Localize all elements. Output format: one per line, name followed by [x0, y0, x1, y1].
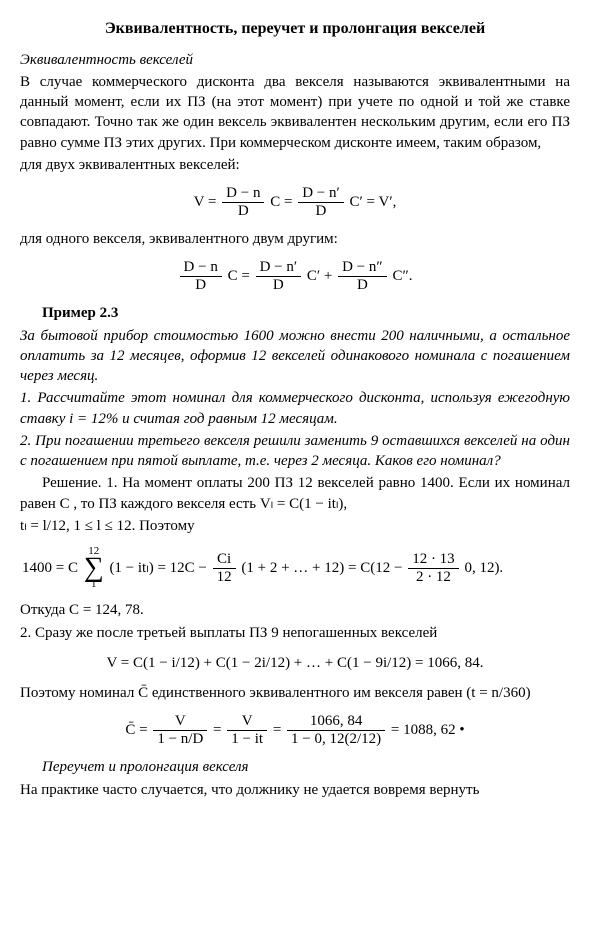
solution-inline-formula: Vₗ = C(1 − itₗ), — [260, 496, 347, 512]
f5-lhs: C̄ = — [125, 722, 147, 738]
solution-t-line: tₗ = l/12, 1 ≤ l ≤ 12. Поэтому — [20, 516, 570, 536]
f4-content: V = C(1 − i/12) + C(1 − 2i/12) + … + C(1… — [107, 655, 484, 671]
f5-rhs: = 1088, 62 • — [391, 722, 465, 738]
f2-frac1-num: D − n — [180, 259, 222, 277]
f1-frac2-den: D — [298, 203, 344, 220]
f3-tail2: 0, 12). — [464, 560, 503, 576]
f2-mid1: C = — [228, 268, 250, 284]
f5-frac3-den: 1 − 0, 12(2/12) — [287, 731, 385, 748]
f1-frac2-num: D − n′ — [298, 185, 344, 203]
f1-rhs: C′ = V′, — [350, 194, 397, 210]
f1-mid1: C = — [270, 194, 292, 210]
page-title: Эквивалентность, переучет и пролонгация … — [20, 18, 570, 40]
f3-frac1-den: 12 — [213, 569, 236, 586]
f2-frac2-den: D — [256, 277, 302, 294]
formula-equivalence-sum: D − nD C = D − n′D C′ + D − n″D C″. — [20, 259, 570, 293]
f3-frac1-num: Ci — [213, 551, 236, 569]
f5-frac1-den: 1 − n/D — [153, 731, 207, 748]
example-paragraph-1: За бытовой прибор стоимостью 1600 можно … — [20, 326, 570, 387]
formula-v-sum: V = C(1 − i/12) + C(1 − 2i/12) + … + C(1… — [20, 653, 570, 673]
f5-frac2-num: V — [227, 713, 267, 731]
f1-lhs: V = — [194, 194, 217, 210]
f5-eq1: = — [213, 722, 221, 738]
section-subhead-1: Эквивалентность векселей — [20, 50, 570, 70]
f2-frac3-den: D — [338, 277, 387, 294]
paragraph-result-c: Откуда C = 124, 78. — [20, 600, 570, 620]
example-label: Пример 2.3 — [20, 303, 570, 323]
f3-frac2-num: 12 · 13 — [408, 551, 459, 569]
f1-frac1-num: D − n — [222, 185, 264, 203]
f2-frac1-den: D — [180, 277, 222, 294]
example-paragraph-3: 2. При погашении третьего векселя решили… — [20, 431, 570, 472]
f5-eq2: = — [273, 722, 281, 738]
f2-frac2-num: D − n′ — [256, 259, 302, 277]
solution-paragraph: Решение. 1. На момент оплаты 200 ПЗ 12 в… — [20, 473, 570, 514]
f5-frac1-num: V — [153, 713, 207, 731]
f3-lhs: 1400 = C — [22, 560, 78, 576]
f5-frac2-den: 1 − it — [227, 731, 267, 748]
f5-frac3-num: 1066, 84 — [287, 713, 385, 731]
paragraph-intro: В случае коммерческого дисконта два векс… — [20, 72, 570, 153]
formula-cbar: C̄ = V1 − n/D = V1 − it = 1066, 841 − 0,… — [20, 713, 570, 747]
section-subhead-2: Переучет и пролонгация векселя — [20, 757, 570, 777]
f3-frac2-den: 2 · 12 — [408, 569, 459, 586]
paragraph-two-bills: для двух эквивалентных векселей: — [20, 155, 570, 175]
example-paragraph-2: 1. Рассчитайте этот номинал для коммерче… — [20, 388, 570, 429]
formula-equivalence-two: V = D − nD C = D − n′D C′ = V′, — [20, 185, 570, 219]
f1-frac1-den: D — [222, 203, 264, 220]
paragraph-one-to-two: для одного векселя, эквивалентного двум … — [20, 229, 570, 249]
f2-frac3-num: D − n″ — [338, 259, 387, 277]
f3-tail1: (1 + 2 + … + 12) = C(12 − — [241, 560, 402, 576]
paragraph-after-third: 2. Сразу же после третьей выплаты ПЗ 9 н… — [20, 623, 570, 643]
paragraph-practice: На практике часто случается, что должник… — [20, 780, 570, 800]
sigma-icon: ∑ — [84, 557, 104, 579]
f3-sum-body: (1 − itₗ) = 12C − — [109, 560, 206, 576]
formula-sum-1400: 1400 = C 12 ∑ 1 (1 − itₗ) = 12C − Ci12 (… — [22, 546, 570, 590]
f2-mid2: C′ + — [307, 268, 333, 284]
f2-rhs: C″. — [392, 268, 412, 284]
paragraph-cbar: Поэтому номинал C̄ единственного эквивал… — [20, 683, 570, 703]
